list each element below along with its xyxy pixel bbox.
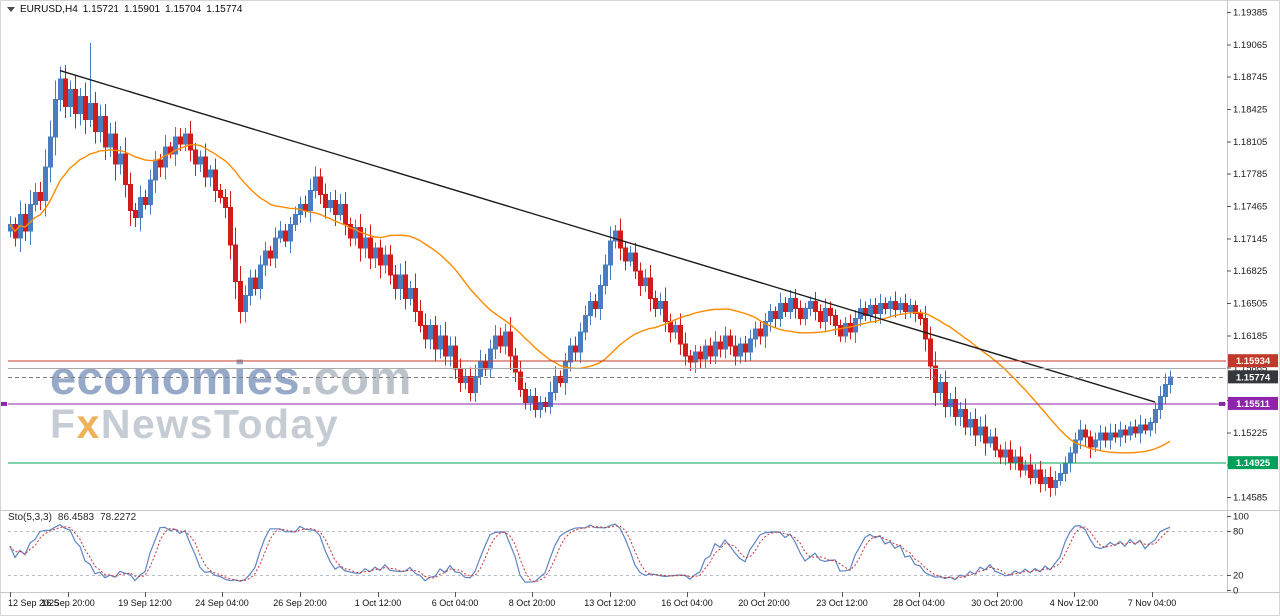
- price-tag: [1228, 370, 1278, 384]
- svg-text:1.14585: 1.14585: [1233, 493, 1267, 504]
- svg-text:6 Oct 04:00: 6 Oct 04:00: [432, 598, 479, 608]
- svg-text:1.16825: 1.16825: [1233, 266, 1267, 277]
- svg-text:12 Sep 2025: 12 Sep 2025: [8, 598, 59, 608]
- svg-text:16 Oct 04:00: 16 Oct 04:00: [661, 598, 713, 608]
- symbol-label: EURUSD,H4: [20, 4, 78, 15]
- stochastic-k-value: 86.4583: [57, 512, 95, 523]
- ohlc-low: 1.15704: [165, 4, 202, 15]
- stochastic-d-value: 78.2272: [100, 512, 137, 523]
- svg-text:26 Sep 20:00: 26 Sep 20:00: [273, 598, 327, 608]
- svg-text:1.18745: 1.18745: [1233, 72, 1267, 83]
- svg-text:28 Oct 04:00: 28 Oct 04:00: [893, 598, 945, 608]
- svg-text:1.18105: 1.18105: [1233, 137, 1267, 148]
- svg-text:1.17785: 1.17785: [1233, 169, 1267, 180]
- svg-text:23 Oct 12:00: 23 Oct 12:00: [816, 598, 868, 608]
- candles-layer: [8, 42, 1173, 497]
- stochastic-k-line: [9, 523, 1171, 583]
- svg-text:4 Nov 12:00: 4 Nov 12:00: [1050, 598, 1099, 608]
- svg-text:8 Oct 20:00: 8 Oct 20:00: [509, 598, 556, 608]
- chart-dropdown-icon[interactable]: [7, 7, 15, 12]
- ohlc-high: 1.15901: [123, 4, 161, 15]
- price-tag: [1228, 456, 1278, 470]
- svg-text:80: 80: [1233, 526, 1244, 537]
- svg-text:16 Sep 20:00: 16 Sep 20:00: [41, 598, 95, 608]
- price-tag: [1228, 354, 1278, 368]
- svg-text:20: 20: [1233, 571, 1244, 582]
- svg-text:1 Oct 12:00: 1 Oct 12:00: [355, 598, 402, 608]
- svg-text:1.15865: 1.15865: [1233, 363, 1267, 374]
- descending-trendline[interactable]: [59, 69, 1156, 403]
- level-end-mark[interactable]: [1219, 401, 1225, 406]
- stochastic-d-line: [9, 525, 1171, 583]
- level-end-mark[interactable]: [1, 401, 7, 406]
- svg-text:1.19385: 1.19385: [1233, 8, 1267, 19]
- moving-average-line: [9, 143, 1171, 454]
- svg-text:19 Sep 12:00: 19 Sep 12:00: [118, 598, 172, 608]
- price-tags: 1.15934 1.15511 1.14925 1.15774: [1228, 354, 1278, 470]
- svg-text:30 Oct 20:00: 30 Oct 20:00: [971, 598, 1023, 608]
- svg-text:0: 0: [1233, 586, 1238, 597]
- svg-text:1.17145: 1.17145: [1233, 234, 1267, 245]
- stochastic-label-line: Sto(5,3,3) 86.4583 78.2272: [8, 512, 136, 523]
- svg-text:7 Nov 04:00: 7 Nov 04:00: [1128, 598, 1177, 608]
- price-tag: [1228, 396, 1278, 410]
- svg-text:1.16505: 1.16505: [1233, 299, 1267, 310]
- stochastic-name: Sto(5,3,3): [8, 512, 52, 523]
- svg-text:1.14925: 1.14925: [1236, 458, 1271, 469]
- ohlc-close: 1.15774: [206, 4, 243, 15]
- svg-text:1.15934: 1.15934: [1236, 356, 1271, 367]
- svg-text:100: 100: [1233, 512, 1249, 523]
- horizontal-levels: [1, 360, 1226, 464]
- svg-text:1.15511: 1.15511: [1236, 399, 1271, 410]
- stochastic-panel: 100 80 20 0: [8, 512, 1249, 597]
- svg-text:1.17465: 1.17465: [1233, 202, 1267, 213]
- svg-text:1.15774: 1.15774: [1236, 372, 1271, 383]
- svg-text:20 Oct 20:00: 20 Oct 20:00: [738, 598, 790, 608]
- svg-text:1.19065: 1.19065: [1233, 40, 1267, 51]
- svg-text:1.16185: 1.16185: [1233, 331, 1267, 342]
- price-axis: 1.19385 1.19065 1.18745 1.18425 1.18105 1.177…: [1227, 8, 1267, 504]
- svg-text:1.15225: 1.15225: [1233, 428, 1267, 439]
- svg-text:13 Oct 12:00: 13 Oct 12:00: [584, 598, 636, 608]
- svg-text:1.18425: 1.18425: [1233, 105, 1267, 116]
- ohlc-open: 1.15721: [82, 4, 119, 15]
- svg-text:24 Sep 04:00: 24 Sep 04:00: [195, 598, 249, 608]
- symbol-ohlc-line: EURUSD,H4 1.15721 1.15901 1.15704 1.1577…: [7, 4, 242, 15]
